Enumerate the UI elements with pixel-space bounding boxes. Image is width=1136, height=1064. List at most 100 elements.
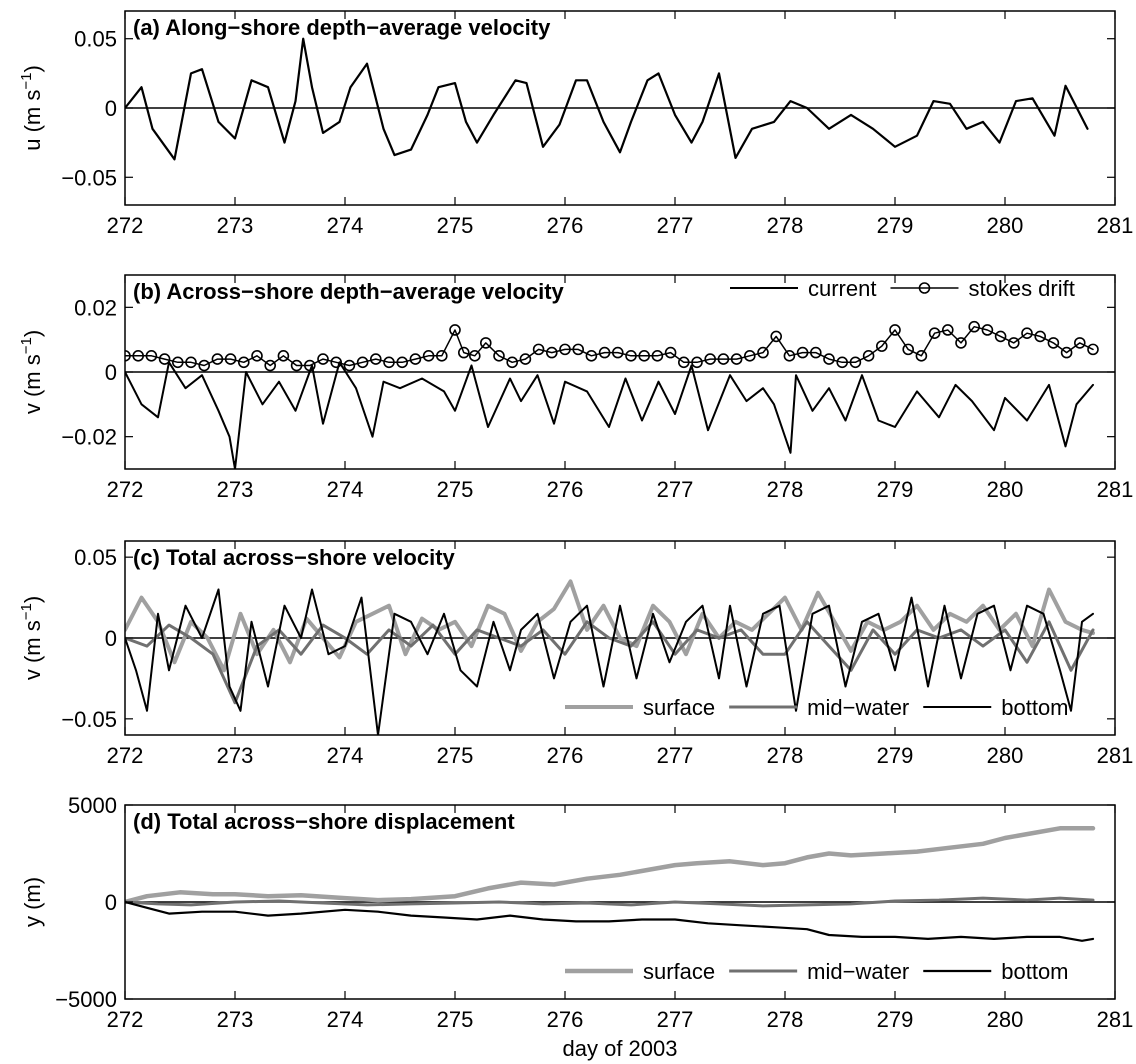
series-marker <box>638 350 651 362</box>
x-tick-label: 276 <box>547 477 584 502</box>
series-marker <box>506 356 519 369</box>
legend: surface mid−water bottom <box>565 959 1069 984</box>
series-marker <box>330 356 343 369</box>
series-line-surface <box>125 579 1095 673</box>
y-axis-label-exponent: −1 <box>18 603 35 620</box>
y-axis-label: u (m s−1) <box>18 65 45 151</box>
series-marker <box>691 356 703 369</box>
series-marker <box>238 356 250 369</box>
y-axis-label: y (m) <box>20 877 45 927</box>
series-marker <box>493 350 505 362</box>
series-marker <box>172 356 184 369</box>
x-tick-label: 277 <box>657 743 694 768</box>
series-marker <box>251 350 263 362</box>
legend-label: mid−water <box>807 695 909 720</box>
series-marker <box>625 350 637 362</box>
legend-label: stokes drift <box>968 276 1074 301</box>
series-marker <box>158 353 171 365</box>
y-tick-label: 0.05 <box>74 27 117 52</box>
series-marker <box>849 356 862 369</box>
series-marker <box>409 353 422 365</box>
series-marker <box>519 353 532 365</box>
series-marker <box>757 346 769 359</box>
x-tick-label: 277 <box>657 213 694 238</box>
x-tick-label: 276 <box>547 743 584 768</box>
panel-d: 272 273 274 275 276 277 278 279 280 281 −5000 0 5000… <box>20 793 1133 1032</box>
series-marker <box>862 350 875 362</box>
series-marker <box>875 340 888 352</box>
panel-b: 272 273 274 275 276 277 278 279 280 281 −0.02 0 0.02… <box>18 274 1133 502</box>
x-tick-label: 274 <box>327 1007 364 1032</box>
x-tick-label: 274 <box>327 477 364 502</box>
series-line-current <box>125 361 1094 469</box>
plot-area <box>125 579 1095 735</box>
series-marker <box>145 350 158 362</box>
series-line-0 <box>125 37 1089 161</box>
x-tick-label: 280 <box>987 743 1024 768</box>
series-marker <box>836 356 849 369</box>
series-marker <box>449 324 461 336</box>
x-tick-label: 280 <box>987 213 1024 238</box>
series-marker <box>677 356 690 369</box>
panel-title: (d) Total across−shore displacement <box>133 809 515 834</box>
x-tick-label: 275 <box>437 213 474 238</box>
legend-label: current <box>808 276 876 301</box>
series-marker <box>435 350 448 362</box>
plot-area <box>125 826 1096 942</box>
series-marker <box>730 353 743 365</box>
series-marker <box>132 350 144 362</box>
y-axis-label-close: ) <box>20 330 45 337</box>
series-marker <box>1047 337 1060 349</box>
y-axis-label-text: v (m s <box>20 354 45 414</box>
y-axis-label-close: ) <box>20 65 45 72</box>
x-tick-label: 279 <box>877 1007 914 1032</box>
series-marker <box>317 353 329 365</box>
series-marker <box>396 356 409 369</box>
series-marker <box>303 359 316 372</box>
series-marker <box>743 350 756 362</box>
series-marker <box>889 324 901 336</box>
x-tick-label: 275 <box>437 1007 474 1032</box>
x-tick-label: 277 <box>657 1007 694 1032</box>
series-marker <box>928 327 941 340</box>
y-axis-label-text: v (m s <box>20 620 45 680</box>
y-tick-label: −0.02 <box>61 425 117 450</box>
x-tick-label: 281 <box>1097 1007 1134 1032</box>
x-tick-label: 273 <box>217 477 254 502</box>
x-tick-label: 279 <box>877 477 914 502</box>
series-marker <box>941 324 954 336</box>
x-tick-label: 274 <box>327 213 364 238</box>
x-tick-label: 273 <box>217 1007 254 1032</box>
series-line-midwater <box>125 896 1095 908</box>
series-marker <box>545 346 558 359</box>
series-marker <box>457 346 470 359</box>
x-tick-label: 280 <box>987 1007 1024 1032</box>
series-marker <box>809 346 822 359</box>
series-marker <box>796 346 809 359</box>
x-tick-label: 279 <box>877 213 914 238</box>
y-tick-label: −0.05 <box>61 165 117 190</box>
legend: current stokes drift <box>730 276 1075 301</box>
x-tick-label: 274 <box>327 743 364 768</box>
series-line-bottom <box>125 900 1095 942</box>
y-tick-label: 5000 <box>68 793 117 818</box>
x-tick-label: 279 <box>877 743 914 768</box>
series-marker <box>651 350 664 362</box>
series-marker <box>994 330 1007 343</box>
y-tick-label: −0.05 <box>61 707 117 732</box>
panel-title: (c) Total across−shore velocity <box>133 545 456 570</box>
y-tick-label: 0.02 <box>74 295 117 320</box>
series-marker <box>572 343 585 356</box>
panel-title: (b) Across−shore depth−average velocity <box>133 279 565 304</box>
legend-marker <box>918 282 931 294</box>
y-tick-label: −5000 <box>55 987 117 1012</box>
series-marker <box>611 346 624 359</box>
x-tick-label: 278 <box>767 477 804 502</box>
series-marker <box>981 324 994 336</box>
series-marker <box>290 359 303 372</box>
series-line-bottom <box>125 588 1094 735</box>
x-tick-label: 272 <box>107 477 144 502</box>
x-tick-label: 275 <box>437 477 474 502</box>
series-marker <box>598 346 611 359</box>
